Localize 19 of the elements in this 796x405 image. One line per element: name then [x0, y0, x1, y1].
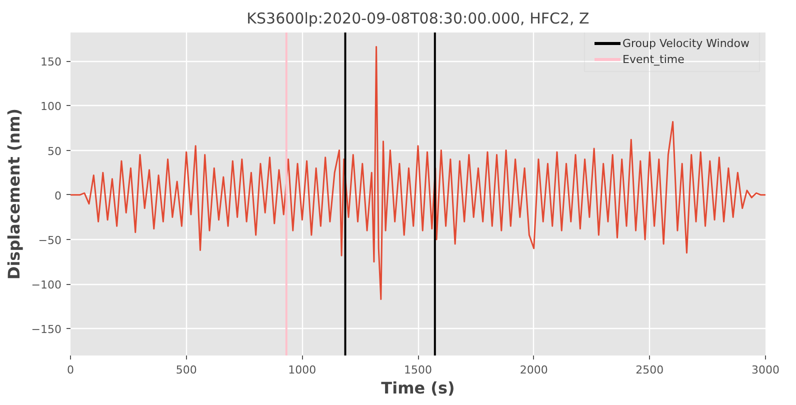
y-axis-title: Displacement (nm)	[4, 108, 24, 280]
y-tick-label: −150	[31, 323, 62, 336]
x-tick-label: 1500	[404, 364, 432, 376]
x-tick-label: 2000	[520, 364, 548, 376]
y-tick-label: 0	[54, 189, 62, 202]
x-tick-label: 500	[176, 364, 197, 376]
y-tick-label: 100	[40, 100, 62, 114]
y-tick-label: 150	[40, 56, 62, 69]
legend-label: Event_time	[622, 53, 685, 66]
x-tick-label: 2500	[636, 364, 664, 376]
x-tick-label: 1000	[288, 364, 316, 376]
x-axis-title: Time (s)	[381, 378, 455, 398]
x-tick-label: 0	[67, 364, 74, 376]
y-tick-label: 50	[48, 144, 62, 158]
chart-title: KS3600lp:2020-09-08T08:30:00.000, HFC2, Z	[246, 10, 590, 28]
y-tick-label: −100	[31, 278, 62, 292]
y-tick-label: −50	[38, 234, 62, 248]
x-tick-label: 3000	[752, 364, 780, 376]
legend-label: Group Velocity Window	[622, 37, 750, 50]
